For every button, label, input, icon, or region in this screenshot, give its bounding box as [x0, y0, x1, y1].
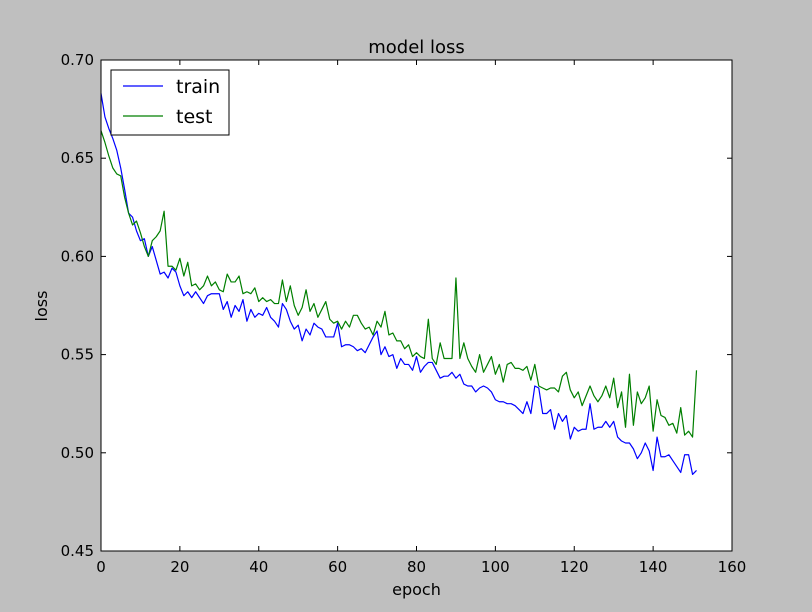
y-tick-label: 0.60	[61, 247, 94, 265]
series-layer	[100, 93, 698, 475]
x-tick-label: 140	[639, 558, 668, 576]
y-tick-label: 0.65	[61, 149, 94, 167]
legend-label-test: test	[176, 106, 213, 128]
y-axis-label: loss	[32, 291, 51, 322]
y-tick-label: 0.70	[61, 51, 94, 69]
x-tick-label: 60	[328, 558, 347, 576]
x-axis-label: epoch	[392, 580, 441, 599]
legend-label-train: train	[176, 76, 220, 98]
y-tick-label: 0.50	[61, 444, 94, 462]
series-line-train	[100, 93, 697, 475]
legend-box	[110, 69, 230, 136]
y-tick-label: 0.55	[61, 346, 94, 364]
x-tick-label: 160	[718, 558, 747, 576]
x-tick-label: 100	[481, 558, 510, 576]
legend: train test	[110, 69, 230, 136]
y-tick-label: 0.45	[61, 542, 94, 560]
x-tick-label: 120	[560, 558, 589, 576]
ticks-layer: 0 20 40 60 80 100 120 140 160 0.45 0.50 0.55 0.60 0.6…	[61, 51, 747, 576]
chart-title: model loss	[368, 37, 465, 58]
x-tick-label: 20	[170, 558, 189, 576]
x-tick-label: 80	[407, 558, 426, 576]
plot-area	[101, 60, 732, 551]
x-tick-label: 40	[249, 558, 268, 576]
series-line-test	[100, 130, 698, 438]
x-tick-label: 0	[96, 558, 106, 576]
